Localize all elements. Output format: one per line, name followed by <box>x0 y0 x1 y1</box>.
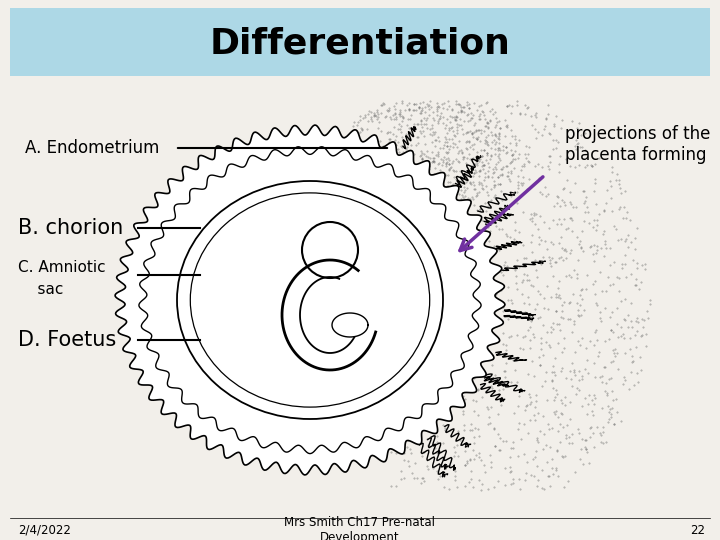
Text: Mrs Smith Ch17 Pre-natal
Development: Mrs Smith Ch17 Pre-natal Development <box>284 516 436 540</box>
Text: projections of the
placenta forming: projections of the placenta forming <box>565 125 711 164</box>
Polygon shape <box>139 147 481 454</box>
Text: D. Foetus: D. Foetus <box>18 330 116 350</box>
Text: 22: 22 <box>690 523 705 537</box>
Text: C. Amniotic: C. Amniotic <box>18 260 106 275</box>
Text: sac: sac <box>18 282 63 298</box>
Ellipse shape <box>190 193 430 407</box>
Circle shape <box>302 222 358 278</box>
Text: Differentiation: Differentiation <box>210 27 510 61</box>
Text: A. Endometrium: A. Endometrium <box>25 139 159 157</box>
Text: 2/4/2022: 2/4/2022 <box>18 523 71 537</box>
FancyBboxPatch shape <box>10 8 710 76</box>
Text: B. chorion: B. chorion <box>18 218 123 238</box>
Polygon shape <box>115 125 505 475</box>
Ellipse shape <box>177 181 443 419</box>
